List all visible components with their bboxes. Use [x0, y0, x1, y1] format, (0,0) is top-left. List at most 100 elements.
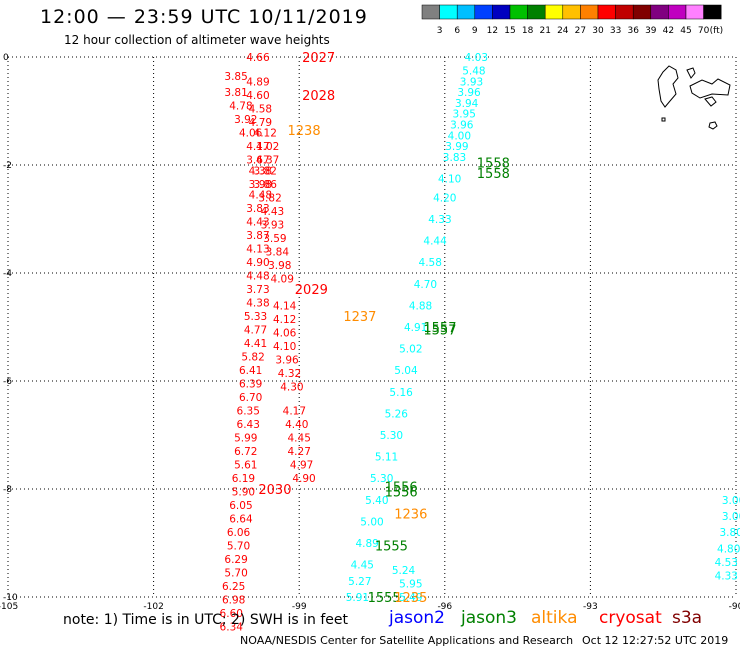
swh-point: 6.06 — [227, 527, 251, 539]
swh-point: 3.98 — [268, 260, 291, 272]
time-label: 1557 — [423, 324, 456, 339]
scale-label: 27 — [575, 26, 586, 36]
x-tick-label: -93 — [583, 602, 598, 612]
swh-point: 3.93 — [261, 219, 284, 231]
swh-point: 4.17 — [246, 141, 269, 153]
y-tick-label: -8 — [3, 485, 12, 495]
scale-label: 12 — [487, 26, 498, 36]
swh-point: 4.10 — [438, 174, 461, 186]
swh-point: 4.17 — [283, 406, 306, 418]
swh-point: 6.34 — [220, 622, 244, 634]
satellite-legend-cryosat: cryosat — [599, 608, 662, 628]
swh-point: 5.30 — [370, 473, 393, 485]
swh-point: 6.60 — [220, 608, 243, 620]
swh-point: 4.44 — [423, 236, 447, 248]
swh-point: 4.66 — [246, 52, 270, 64]
swh-point: 3.80 — [719, 527, 740, 539]
scale-label: 15 — [504, 26, 515, 36]
swh-point: 5.95 — [399, 579, 422, 591]
time-label: 1556 — [385, 486, 418, 501]
swh-point: 5.70 — [224, 568, 247, 580]
time-label: 1235 — [394, 591, 427, 606]
swh-point: 4.00 — [448, 130, 471, 142]
scale-label: 70 — [698, 26, 710, 36]
swh-point: 4.27 — [288, 446, 311, 458]
swh-point: 4.78 — [229, 101, 252, 113]
satellite-legend-jason2: jason2 — [389, 608, 445, 628]
time-label: 1557 — [423, 321, 456, 336]
island-outline — [704, 96, 717, 107]
scale-unit: (ft) — [710, 26, 724, 36]
swh-point: 4.88 — [409, 300, 432, 312]
swh-point: 5.33 — [244, 311, 267, 323]
time-label: 1236 — [394, 507, 427, 522]
swh-point: 4.38 — [249, 165, 272, 177]
swh-point: 4.79 — [249, 117, 272, 129]
swh-point: 5.70 — [227, 541, 250, 553]
time-label: 1558 — [477, 167, 510, 182]
swh-point: 4.48 — [249, 190, 272, 202]
scale-label: 39 — [645, 26, 657, 36]
scale-label: 36 — [627, 26, 639, 36]
island-outline — [686, 67, 696, 79]
swh-point: 3.98 — [249, 179, 272, 191]
island-outline — [657, 65, 679, 108]
scale-label: 42 — [663, 26, 674, 36]
swh-point: 4.33 — [428, 214, 451, 226]
swh-point: 3.81 — [224, 87, 247, 99]
y-tick-label: -4 — [3, 269, 12, 279]
swh-point: 4.60 — [246, 90, 269, 102]
swh-point: 5.90 — [232, 487, 255, 499]
swh-point: 4.89 — [355, 538, 378, 550]
swh-point: 6.41 — [239, 365, 262, 377]
x-tick-label: -105 — [0, 602, 18, 612]
time-label: 1556 — [385, 480, 418, 495]
swh-point: 3.73 — [246, 284, 269, 296]
x-tick-label: -102 — [143, 602, 163, 612]
color-scale-legend: 3 6 9 12 15 18 21 24 27 30 33 36 39 42 45 70 (ft) — [421, 4, 724, 36]
scale-label: 33 — [610, 26, 621, 36]
swh-point: 4.12 — [254, 128, 277, 140]
swh-point: 6.35 — [237, 406, 260, 418]
scale-label: 24 — [557, 26, 569, 36]
swh-point: 5.30 — [380, 430, 403, 442]
swh-point: 5.24 — [392, 565, 416, 577]
swh-point: 4.13 — [246, 244, 269, 256]
scale-swatch — [703, 4, 722, 20]
scale-label: 30 — [592, 26, 604, 36]
chart-title: 12:00 — 23:59 UTC 10/11/2019 — [40, 6, 368, 28]
swh-point: 4.37 — [256, 155, 279, 167]
generated-timestamp: Oct 12 12:27:52 UTC 2019 — [582, 634, 729, 647]
satellite-legend-s3a: s3a — [672, 608, 703, 628]
swh-point: 4.12 — [273, 314, 296, 326]
swh-point: 4.02 — [256, 141, 279, 153]
time-label: 1238 — [288, 124, 321, 139]
scale-label: 9 — [472, 26, 478, 36]
chart-subtitle: 12 hour collection of altimeter wave hei… — [64, 33, 330, 47]
swh-point: 5.82 — [241, 352, 264, 364]
swh-point: 4.48 — [246, 271, 269, 283]
swh-point: 4.70 — [414, 279, 437, 291]
swh-point: 4.06 — [273, 327, 297, 339]
swh-point: 5.11 — [375, 452, 398, 464]
swh-point: 6.39 — [239, 379, 262, 391]
scale-label: 3 — [437, 26, 443, 36]
swh-point: 3.85 — [224, 71, 247, 83]
swh-point: 5.16 — [389, 387, 413, 399]
swh-point: 6.19 — [232, 473, 255, 485]
swh-point: 3.96 — [275, 354, 299, 366]
scale-label: 6 — [454, 26, 460, 36]
satellite-legend-altika: altika — [531, 608, 578, 628]
x-tick-label: -90 — [729, 602, 740, 612]
swh-point: 4.90 — [292, 473, 315, 485]
swh-point: 4.32 — [278, 368, 301, 380]
swh-point: 6.64 — [229, 514, 253, 526]
island-outline — [689, 78, 731, 99]
swh-point: 3.84 — [266, 246, 290, 258]
swh-point: 6.70 — [239, 392, 262, 404]
swh-point: 5.48 — [462, 66, 485, 78]
swh-point: 4.41 — [244, 338, 267, 350]
time-label: 2028 — [302, 89, 335, 104]
swh-point: 3.59 — [263, 233, 286, 245]
